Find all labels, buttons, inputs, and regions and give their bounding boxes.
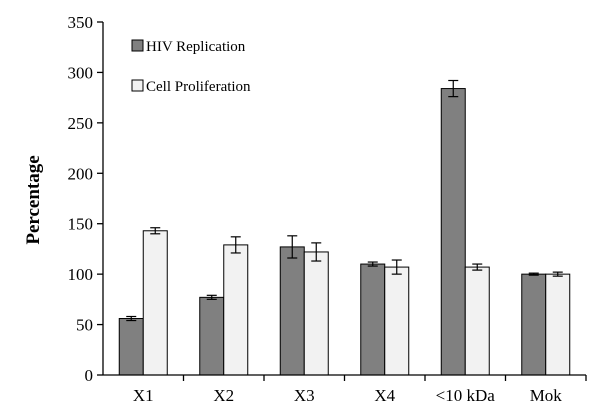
x-tick-label: X1 xyxy=(133,386,154,405)
bar-cell-proliferation-x4 xyxy=(384,266,410,376)
legend-label-hiv-replication: HIV Replication xyxy=(146,39,246,55)
y-tick-label: 200 xyxy=(68,164,94,183)
y-axis-label: Percentage xyxy=(23,155,44,244)
bar-cell-proliferation-x1 xyxy=(142,230,168,376)
legend-swatch-cell-proliferation xyxy=(131,79,144,92)
bar-hiv-replication-x3 xyxy=(279,246,305,376)
y-tick-label: 300 xyxy=(68,63,94,82)
x-tick-label: X4 xyxy=(374,386,395,405)
bar-hiv-replication-x4 xyxy=(360,263,386,376)
y-tick-label: 250 xyxy=(68,114,94,133)
legend-label-cell-proliferation: Cell Proliferation xyxy=(146,79,251,95)
legend-swatch-hiv-replication xyxy=(131,39,144,52)
x-tick-label: Mok xyxy=(530,386,563,405)
y-tick-label: 350 xyxy=(68,13,94,32)
bar-hiv-replication-mok xyxy=(521,273,547,376)
x-tick-label: X3 xyxy=(294,386,315,405)
y-tick-label: 100 xyxy=(68,265,94,284)
bar-hiv-replication-10-kda xyxy=(440,88,466,376)
y-tick-label: 150 xyxy=(68,215,94,234)
x-tick-label: X2 xyxy=(213,386,234,405)
bar-cell-proliferation-mok xyxy=(545,273,571,376)
bar-cell-proliferation-x2 xyxy=(223,244,249,376)
bar-cell-proliferation-10-kda xyxy=(464,266,490,376)
legend: HIV Replication Cell Proliferation xyxy=(131,39,251,95)
bar-hiv-replication-x2 xyxy=(199,296,225,376)
x-tick-label: <10 kDa xyxy=(436,386,496,405)
y-tick-label: 0 xyxy=(85,366,94,385)
y-tick-label: 50 xyxy=(76,316,93,335)
bar-hiv-replication-x1 xyxy=(118,318,144,376)
bar-cell-proliferation-x3 xyxy=(303,251,329,376)
bars-group xyxy=(118,88,571,376)
